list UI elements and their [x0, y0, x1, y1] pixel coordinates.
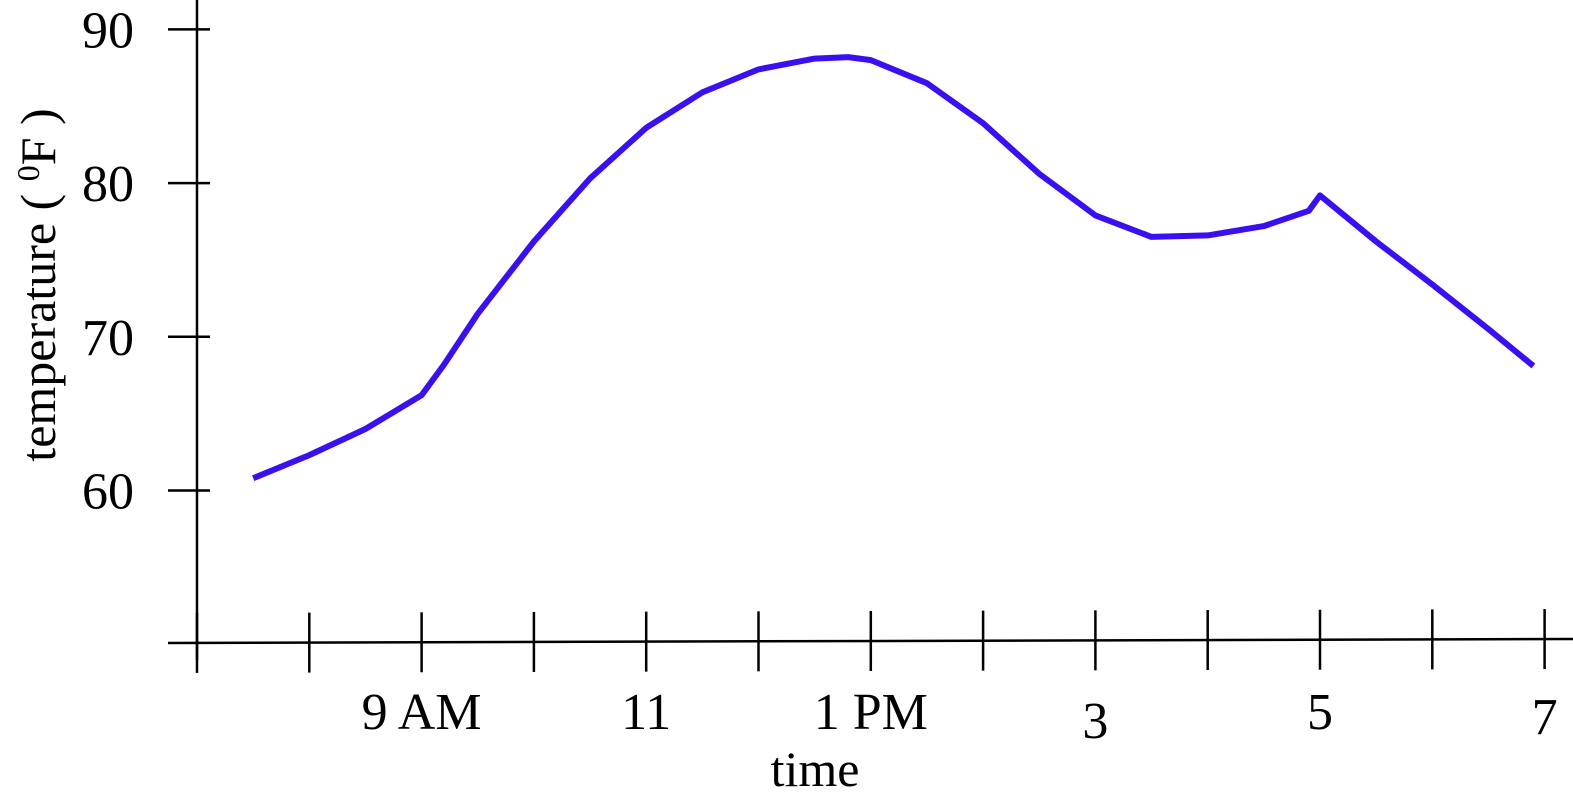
y-axis-title-prefix: temperature ( [10, 181, 66, 461]
x-tick-label: 1 PM [814, 684, 928, 741]
x-tick-label: 11 [621, 684, 671, 741]
x-tick-label: 5 [1307, 684, 1333, 741]
series-line [252, 54, 1536, 481]
x-tick-label: 7 [1532, 689, 1558, 746]
x-axis-title: time [771, 741, 860, 797]
series-layer [252, 54, 1536, 481]
axes [167, 0, 1573, 660]
y-axis-title-superscript: 0 [10, 165, 46, 181]
y-tick-label: 60 [82, 464, 134, 521]
y-tick-label: 80 [82, 156, 134, 213]
y-tick-label: 70 [82, 310, 134, 367]
y-tick-label: 90 [82, 2, 134, 59]
y-axis-title: temperature ( 0F ) [10, 108, 66, 461]
tick-labels: 60 70 80 90 9 AM 11 1 PM 3 5 7 [82, 2, 1558, 750]
x-tick-label: 9 AM [362, 684, 482, 741]
y-axis-title-unit: F ) [10, 108, 66, 165]
x-tick-label: 3 [1082, 693, 1108, 750]
tick-marks [168, 28, 1546, 673]
